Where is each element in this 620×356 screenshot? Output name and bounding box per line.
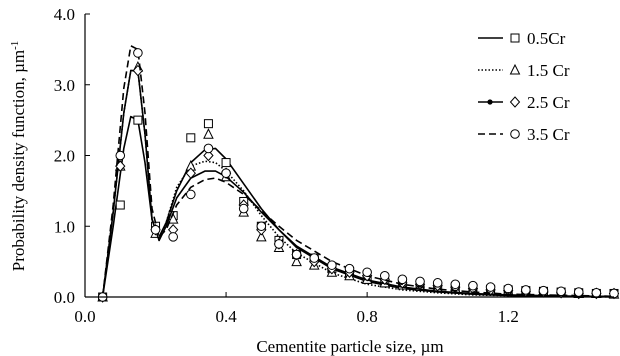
y-axis-label: Probability density function, µm-1 (9, 41, 28, 272)
y-tick-label: 3.0 (54, 76, 75, 95)
point-3-5-cr (485, 282, 496, 292)
point-0-5cr (221, 158, 231, 168)
legend-marker-3-5-cr (510, 129, 520, 139)
point-1-5-cr (167, 213, 179, 224)
point-1-5-cr (256, 230, 267, 242)
x-tick-label: 0.8 (357, 307, 378, 326)
x-tick-label: 0.0 (74, 307, 95, 326)
point-3-5-cr (538, 285, 549, 296)
y-tick-label: 1.0 (54, 217, 75, 236)
legend-marker-0-5cr (510, 33, 520, 43)
point-0-5cr (115, 200, 125, 210)
point-3-5-cr (556, 286, 566, 297)
point-3-5-cr (203, 143, 214, 154)
point-3-5-cr (450, 279, 461, 290)
point-3-5-cr (591, 287, 602, 298)
point-3-5-cr (415, 276, 425, 287)
legend-label-1-5-cr: 1.5 Cr (527, 61, 570, 80)
point-3-5-cr (432, 278, 443, 288)
point-1-5-cr (203, 128, 214, 139)
legend-label-0-5cr: 0.5Cr (527, 29, 566, 48)
y-tick-label: 2.0 (54, 147, 75, 166)
point-3-5-cr (573, 287, 584, 297)
point-3-5-cr (274, 239, 284, 249)
legend-label-3-5-cr: 3.5 Cr (527, 125, 570, 144)
legend-item-0-5cr: 0.5Cr (478, 29, 566, 48)
point-3-5-cr (186, 189, 196, 200)
y-tick-label: 4.0 (54, 5, 75, 24)
point-3-5-cr (397, 274, 408, 285)
legend: 0.5Cr 1.5 Cr 2.5 Cr 3.5 Cr (478, 29, 570, 144)
point-3-5-cr (133, 48, 143, 58)
legend-marker-2-5-cr (509, 96, 521, 108)
legend-item-2-5-cr: 2.5 Cr (478, 93, 570, 112)
point-0-5cr (133, 115, 143, 125)
point-2-5-cr (185, 167, 196, 179)
point-3-5-cr (168, 232, 178, 242)
legend-label-2-5-cr: 2.5 Cr (527, 93, 570, 112)
point-3-5-cr (238, 203, 249, 214)
x-axis-label: Cementite particle size, µm (256, 337, 443, 356)
legend-marker-1-5-cr (509, 63, 521, 75)
legend-line-dot (487, 99, 493, 105)
point-3-5-cr (379, 270, 390, 281)
point-3-5-cr (609, 288, 619, 299)
point-3-5-cr (309, 253, 320, 263)
y-axis-label-superscript: -1 (9, 41, 21, 50)
point-3-5-cr (503, 283, 514, 294)
axes (84, 14, 614, 298)
point-3-5-cr (521, 285, 531, 295)
series-3-5-cr (97, 44, 619, 302)
point-2-5-cr (203, 149, 214, 162)
point-3-5-cr (291, 249, 302, 260)
curve-3-5-cr (101, 44, 615, 298)
point-0-5cr (203, 119, 213, 129)
ticks: 0.0 1.0 2.0 3.0 4.0 0.0 0.4 0.8 1.2 (54, 5, 519, 326)
point-2-5-cr (132, 64, 144, 77)
y-tick-label: 0.0 (54, 288, 75, 307)
point-3-5-cr (115, 150, 126, 161)
point-3-5-cr (468, 280, 478, 291)
point-3-5-cr (344, 263, 355, 274)
point-3-5-cr (150, 224, 161, 235)
point-3-5-cr (221, 168, 231, 178)
legend-item-1-5-cr: 1.5 Cr (478, 61, 570, 80)
plot-area (97, 44, 620, 303)
point-3-5-cr (256, 221, 267, 232)
x-tick-label: 0.4 (215, 307, 237, 326)
y-axis-label-main: Probability density function, µm (9, 50, 28, 271)
x-tick-label: 1.2 (498, 307, 519, 326)
point-0-5cr (186, 133, 196, 143)
legend-item-3-5-cr: 3.5 Cr (478, 125, 570, 144)
point-3-5-cr (327, 260, 337, 270)
point-3-5-cr (362, 267, 372, 278)
point-1-5-cr (291, 255, 302, 267)
